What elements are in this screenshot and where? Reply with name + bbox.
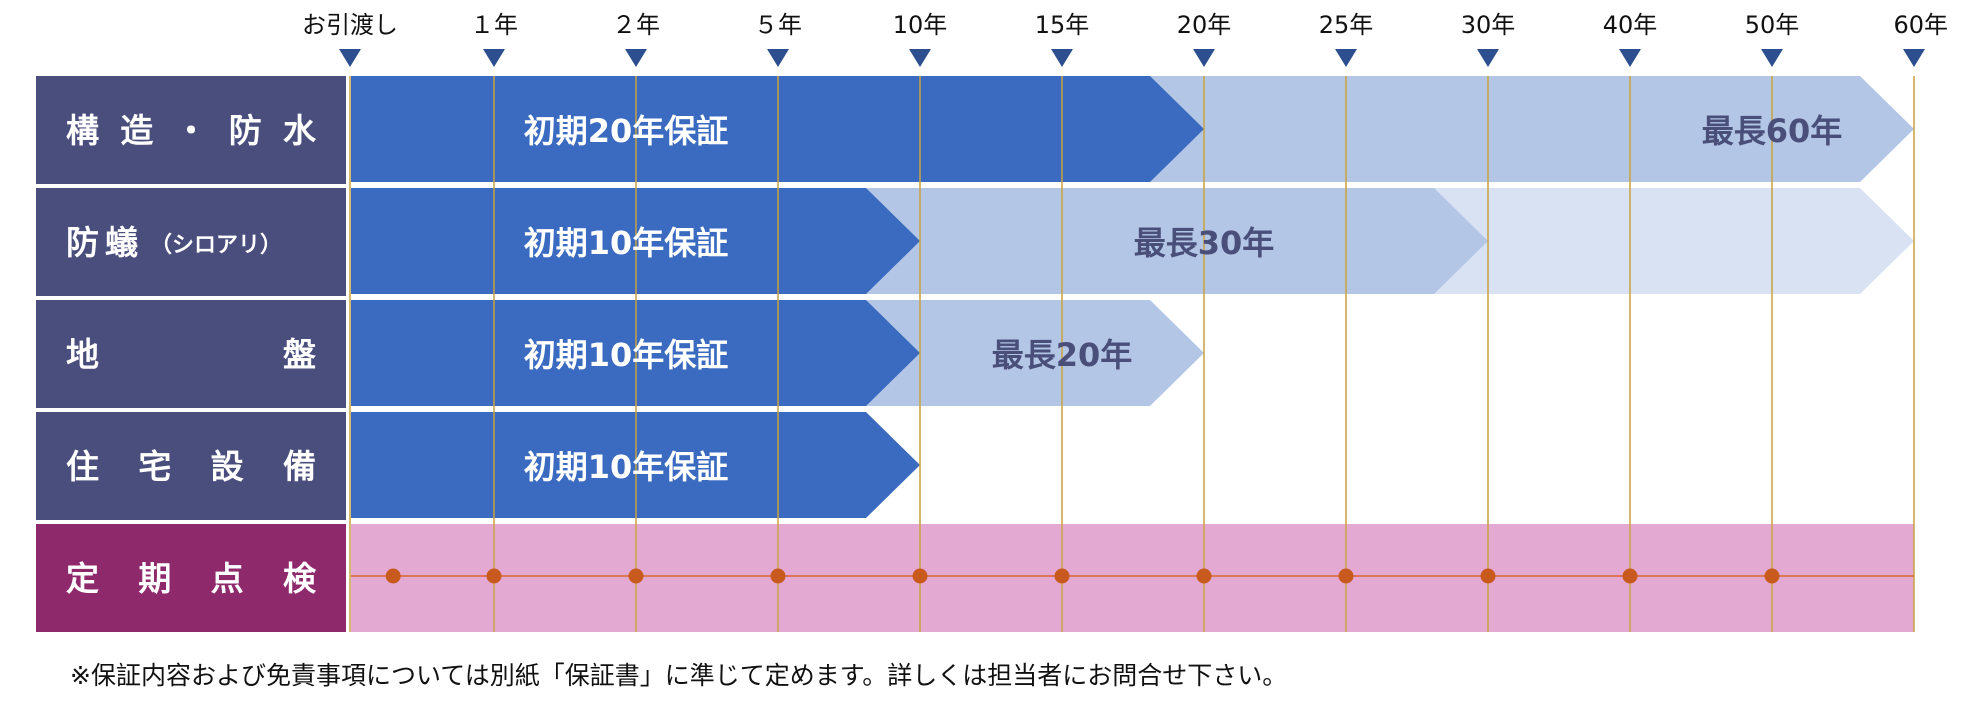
tick-label: お引渡し — [302, 11, 398, 39]
inspection-band — [351, 524, 1914, 632]
inspection-dot — [912, 568, 928, 584]
tick-marker-icon — [1051, 49, 1073, 67]
tick-label: 50年 — [1745, 11, 1800, 39]
bar-labels: 最長60年初期20年保証最長30年初期10年保証最長20年初期10年保証初期10… — [524, 112, 1843, 486]
inspection-dot — [1622, 568, 1638, 584]
row-backgrounds — [351, 524, 1914, 632]
tick-label: 60年 — [1893, 11, 1948, 39]
inspection-dot — [1764, 568, 1780, 584]
max-warranty-label: 最長20年 — [992, 336, 1133, 374]
tick-marker-icon — [1335, 49, 1357, 67]
tick-marker-icon — [1477, 49, 1499, 67]
tick-label: 30年 — [1461, 11, 1516, 39]
tick-marker-icon — [483, 49, 505, 67]
inspection-dot — [628, 568, 644, 584]
tick-label: 10年 — [893, 11, 948, 39]
tick-marker-icon — [1903, 49, 1925, 67]
row-label-box — [36, 524, 346, 632]
tick-label: ５年 — [754, 11, 802, 39]
tick-marker-icon — [909, 49, 931, 67]
initial-warranty-label: 初期10年保証 — [524, 224, 729, 262]
row-label-box — [36, 412, 346, 520]
tick-label: ２年 — [612, 11, 660, 39]
max-warranty-label: 最長30年 — [1134, 224, 1275, 262]
row-label-box — [36, 76, 346, 184]
tick-marker-icon — [1619, 49, 1641, 67]
timeline-ticks: お引渡し １年 ２年 ５年 10年 15年 20年 25年 30年 40年 50年 60年 — [302, 11, 1948, 67]
inspection-dot — [486, 568, 502, 584]
max-warranty-label: 最長60年 — [1702, 112, 1843, 150]
inspection-dot — [1338, 568, 1354, 584]
row-label-box — [36, 300, 346, 408]
tick-label: １年 — [470, 11, 518, 39]
inspection-dot — [1196, 568, 1212, 584]
initial-warranty-label: 初期20年保証 — [524, 112, 729, 150]
row-label: 防蟻 — [66, 223, 144, 262]
row-label-box — [36, 188, 346, 296]
inspection-dot — [1480, 568, 1496, 584]
tick-marker-icon — [1193, 49, 1215, 67]
tick-marker-icon — [339, 49, 361, 67]
tick-marker-icon — [767, 49, 789, 67]
tick-label: 15年 — [1035, 11, 1090, 39]
inspection-dot — [770, 568, 786, 584]
initial-warranty-label: 初期10年保証 — [524, 336, 729, 374]
inspection-markers — [351, 568, 1914, 584]
tick-label: 25年 — [1319, 11, 1374, 39]
inspection-dot — [1054, 568, 1070, 584]
year-gridlines — [349, 76, 1915, 632]
footnote: ※保証内容および免責事項については別紙「保証書」に準じて定めます。詳しくは担当者… — [70, 661, 1288, 690]
tick-label: 40年 — [1603, 11, 1658, 39]
inspection-dot — [385, 568, 401, 584]
initial-warranty-label: 初期10年保証 — [524, 448, 729, 486]
tick-marker-icon — [1761, 49, 1783, 67]
tick-marker-icon — [625, 49, 647, 67]
tick-label: 20年 — [1177, 11, 1232, 39]
row-label-sub: （シロアリ） — [150, 233, 282, 258]
